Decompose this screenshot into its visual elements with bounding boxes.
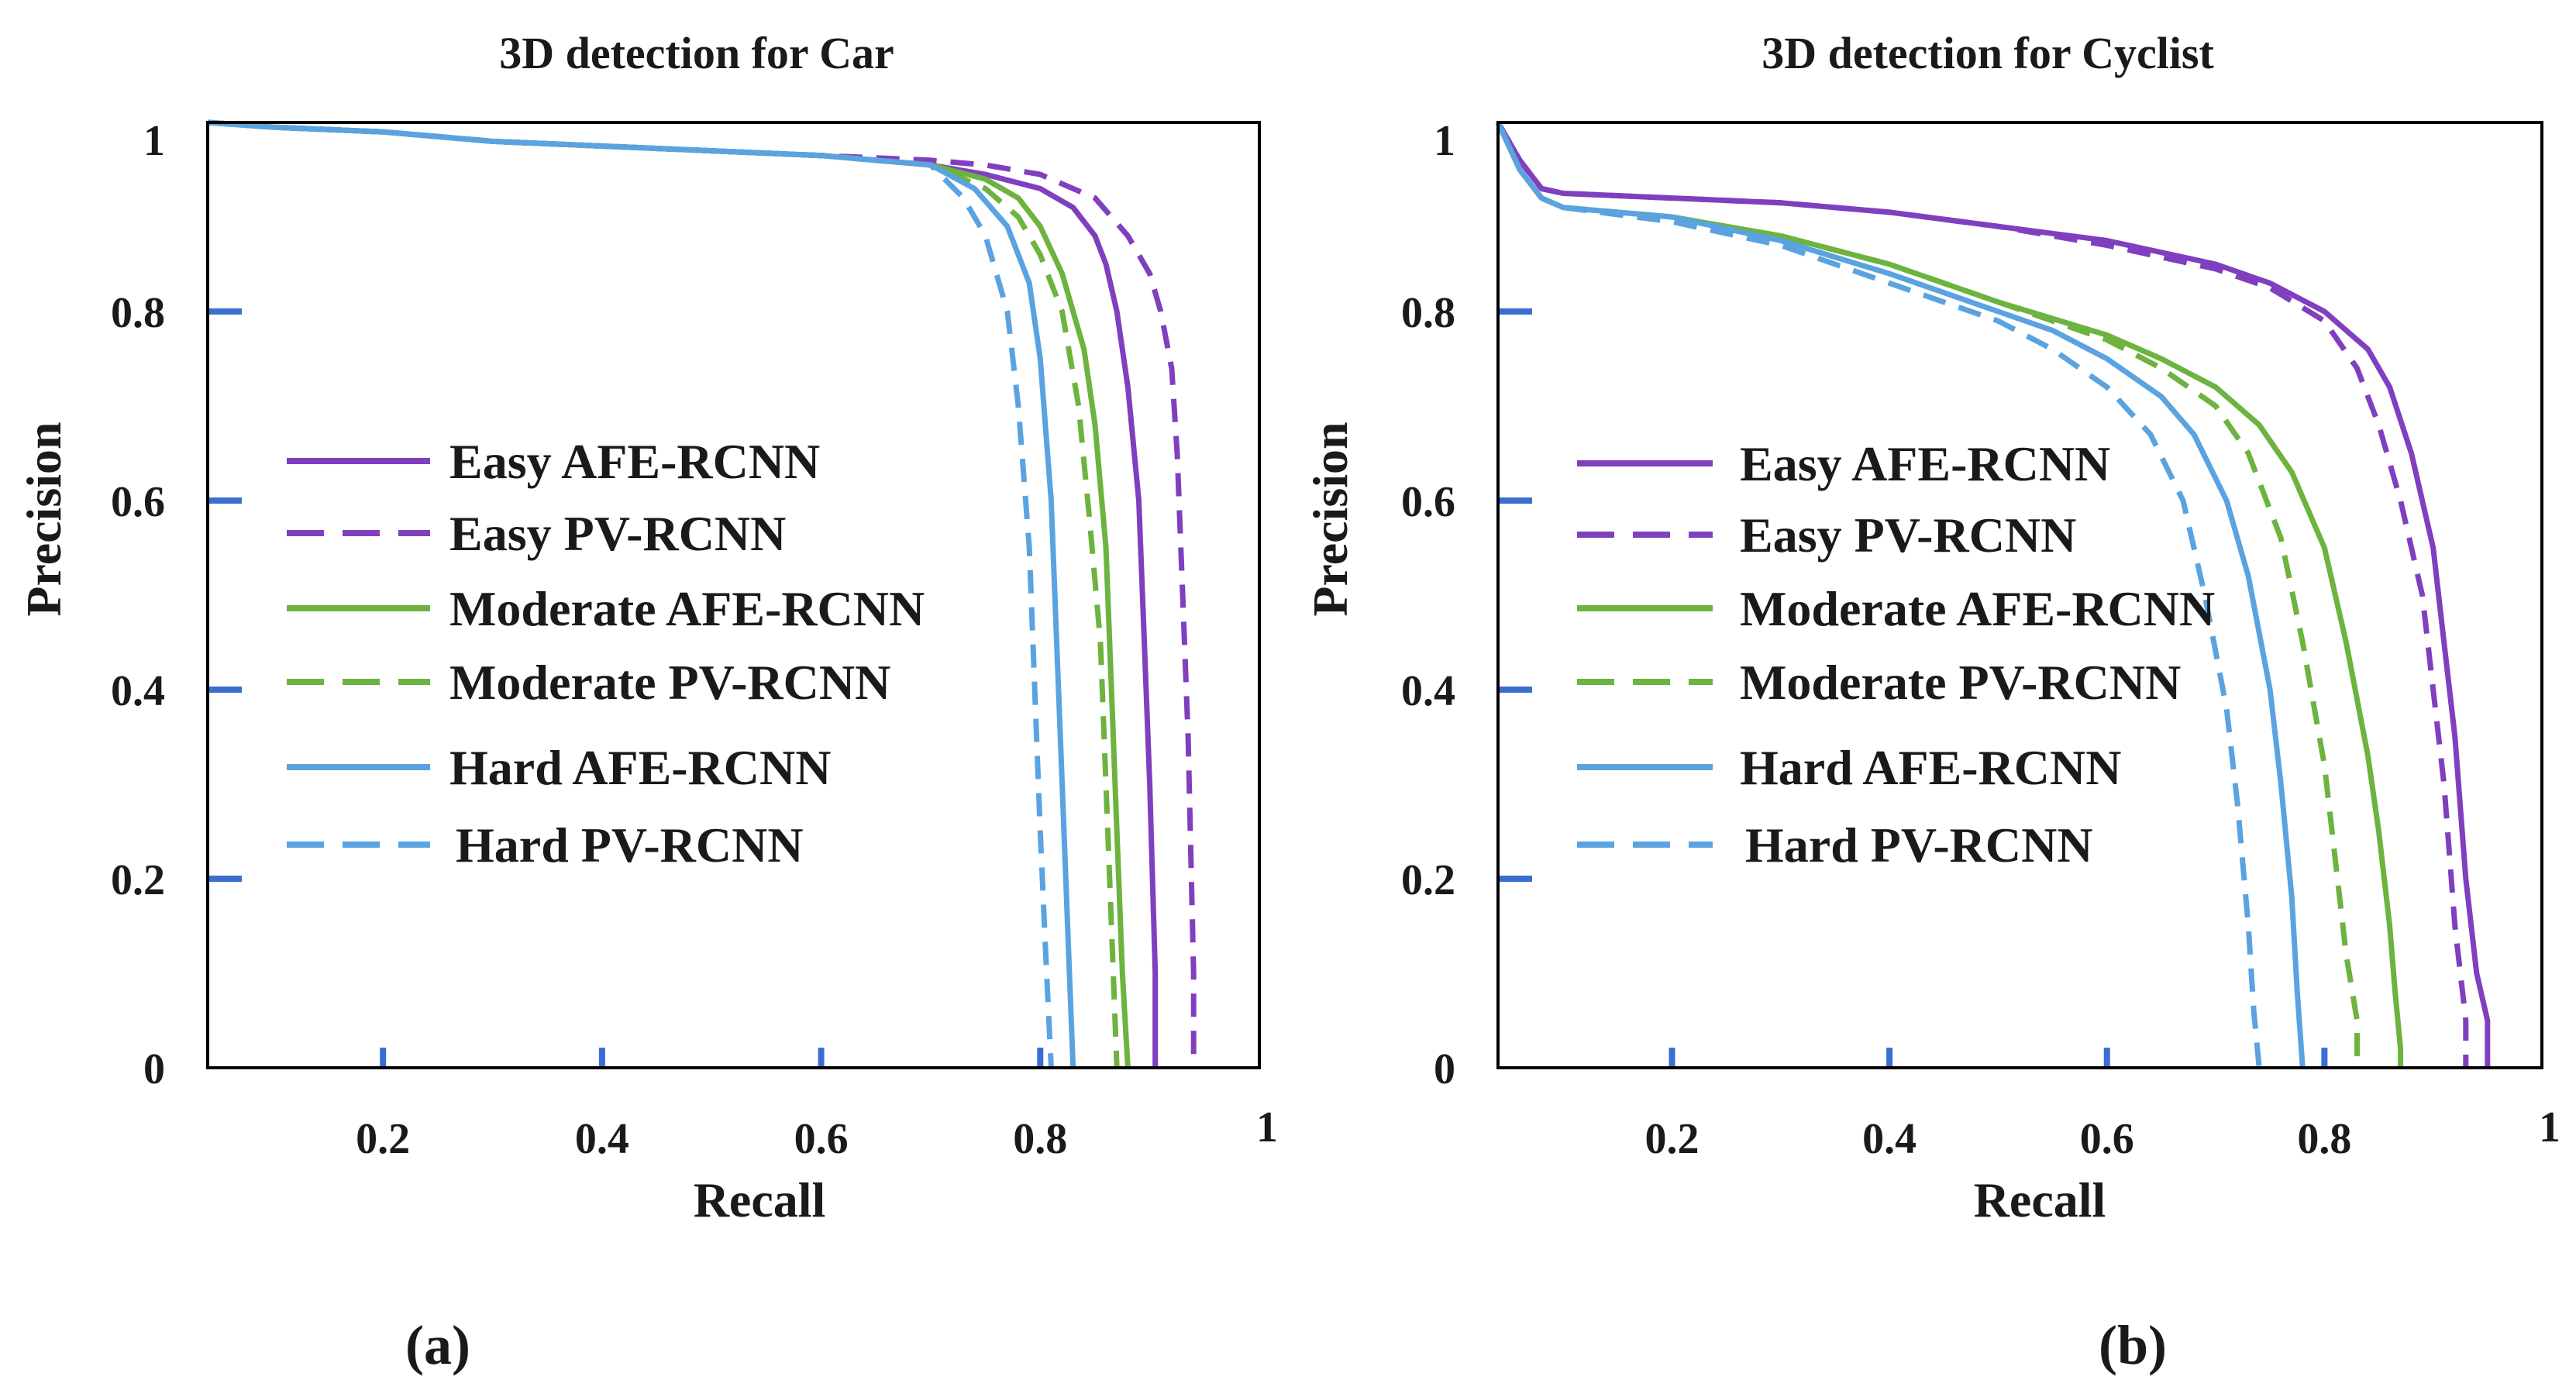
x-axis-label: Recall bbox=[694, 1172, 826, 1227]
legend-item: Easy AFE-RCNN bbox=[1577, 436, 2110, 491]
y-tick-label: 0 bbox=[1434, 1045, 1455, 1093]
legend-item: Moderate AFE-RCNN bbox=[287, 581, 925, 636]
legend-label: Hard AFE-RCNN bbox=[1740, 740, 2121, 795]
legend-label: Easy PV-RCNN bbox=[1740, 508, 2076, 563]
series-hard-afe-rcnn bbox=[1495, 121, 2306, 1069]
series-hard-pv-rcnn bbox=[1495, 121, 2262, 1069]
axis-ticks: 0.2 0.4 0.6 0.8 1 0 0.2 0.4 0.6 0.8 1 bbox=[1401, 117, 2561, 1163]
x-tick-label: 0.8 bbox=[2297, 1115, 2351, 1163]
y-tick-label: 1 bbox=[143, 117, 165, 165]
legend-label: Hard PV-RCNN bbox=[1745, 817, 2093, 873]
panel-caption: (b) bbox=[2099, 1314, 2167, 1376]
legend-item: Easy PV-RCNN bbox=[287, 506, 786, 561]
y-tick-label: 1 bbox=[1434, 117, 1455, 165]
legend-label: Hard AFE-RCNN bbox=[449, 740, 831, 795]
y-axis-label: Precision bbox=[1303, 422, 1358, 616]
legend-label: Easy AFE-RCNN bbox=[1740, 436, 2110, 491]
y-tick-label: 0 bbox=[143, 1045, 165, 1093]
panel-caption: (a) bbox=[405, 1314, 470, 1376]
series-moderate-pv-rcnn bbox=[1495, 121, 2360, 1068]
legend-item: Moderate PV-RCNN bbox=[1577, 655, 2181, 710]
legend-label: Moderate PV-RCNN bbox=[449, 655, 890, 710]
x-tick-label: 0.8 bbox=[1013, 1115, 1067, 1163]
chart-title: 3D detection for Car bbox=[499, 28, 894, 78]
plot-frame bbox=[206, 121, 1261, 1069]
legend-item: Easy PV-RCNN bbox=[1577, 508, 2076, 563]
legend-item: Hard AFE-RCNN bbox=[1577, 740, 2121, 795]
x-tick-label: 1 bbox=[1256, 1103, 1278, 1151]
legend-label: Moderate AFE-RCNN bbox=[1740, 581, 2215, 636]
x-tick-label: 0.6 bbox=[2080, 1115, 2134, 1163]
chart-title: 3D detection for Cyclist bbox=[1762, 28, 2214, 78]
legend-item: Hard PV-RCNN bbox=[287, 817, 804, 873]
x-axis-label: Recall bbox=[1974, 1172, 2106, 1227]
y-tick-label: 0.2 bbox=[1401, 856, 1455, 904]
y-tick-label: 0.4 bbox=[1401, 667, 1455, 715]
legend-item: Hard AFE-RCNN bbox=[287, 740, 831, 795]
legend-item: Moderate AFE-RCNN bbox=[1577, 581, 2215, 636]
y-axis-label: Precision bbox=[16, 422, 71, 616]
series-hard-afe-rcnn bbox=[207, 119, 1076, 1069]
legend: Easy AFE-RCNN Easy PV-RCNN Moderate AFE-… bbox=[287, 434, 925, 873]
axis-ticks: 0.2 0.4 0.6 0.8 1 0 0.2 0.4 0.6 0.8 1 bbox=[111, 117, 1278, 1163]
plot-frame bbox=[1496, 121, 2543, 1069]
legend-label: Moderate PV-RCNN bbox=[1740, 655, 2181, 710]
x-tick-label: 0.2 bbox=[1645, 1115, 1700, 1163]
x-tick-label: 0.4 bbox=[575, 1115, 629, 1163]
y-tick-label: 0.6 bbox=[1401, 478, 1455, 526]
legend-label: Hard PV-RCNN bbox=[456, 817, 804, 873]
legend-label: Moderate AFE-RCNN bbox=[449, 581, 925, 636]
y-tick-label: 0.6 bbox=[111, 478, 165, 526]
chart-cyclist: 3D detection for Cyclist Precision Recal… bbox=[1303, 28, 2561, 1376]
legend-item: Easy AFE-RCNN bbox=[287, 434, 820, 489]
legend-label: Easy AFE-RCNN bbox=[449, 434, 820, 489]
legend-item: Moderate PV-RCNN bbox=[287, 655, 890, 710]
y-tick-label: 0.8 bbox=[1401, 289, 1455, 337]
x-tick-label: 1 bbox=[2539, 1103, 2561, 1151]
y-tick-label: 0.8 bbox=[111, 289, 165, 337]
legend: Easy AFE-RCNN Easy PV-RCNN Moderate AFE-… bbox=[1577, 436, 2215, 873]
legend-item: Hard PV-RCNN bbox=[1577, 817, 2093, 873]
x-tick-label: 0.4 bbox=[1862, 1115, 1917, 1163]
legend-label: Easy PV-RCNN bbox=[449, 506, 786, 561]
y-tick-label: 0.2 bbox=[111, 856, 165, 904]
series-lines bbox=[1495, 121, 2491, 1069]
x-tick-label: 0.2 bbox=[356, 1115, 410, 1163]
x-tick-label: 0.6 bbox=[794, 1115, 849, 1163]
chart-car: 3D detection for Car Precision Recall (a… bbox=[16, 28, 1278, 1376]
series-lines bbox=[207, 119, 1197, 1069]
series-hard-pv-rcnn bbox=[207, 119, 1054, 1069]
y-tick-label: 0.4 bbox=[111, 667, 165, 715]
